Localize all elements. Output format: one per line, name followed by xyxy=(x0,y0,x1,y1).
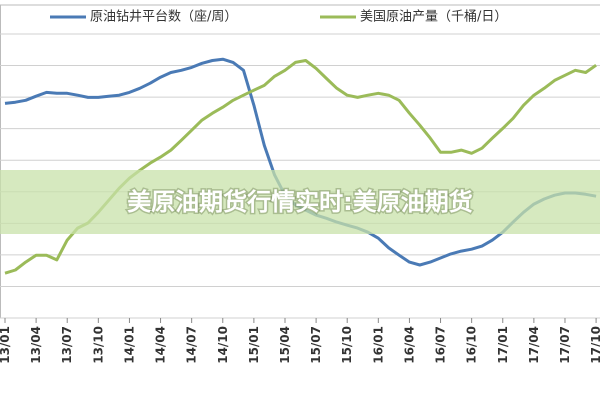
x-tick-label: 15/01 xyxy=(247,326,261,364)
x-tick-label: 17/07 xyxy=(558,326,572,364)
x-tick-label: 17/04 xyxy=(527,326,541,364)
x-tick-label: 14/10 xyxy=(216,326,230,364)
x-tick-label: 17/10 xyxy=(589,326,600,364)
x-tick-label: 14/01 xyxy=(122,326,136,364)
x-tick-label: 14/07 xyxy=(185,326,199,364)
plot-frame xyxy=(0,4,600,319)
x-tick-label: 16/10 xyxy=(465,326,479,364)
x-tick-label: 13/07 xyxy=(60,326,74,364)
series-line xyxy=(4,57,597,267)
x-tick-label: 15/10 xyxy=(340,326,354,364)
x-tick-label: 16/01 xyxy=(371,326,385,364)
x-tick-label: 16/07 xyxy=(434,326,448,364)
x-tick-label: 15/07 xyxy=(309,326,323,364)
x-tick-label: 13/10 xyxy=(91,326,105,364)
legend-label: 美国原油产量（千桶/日） xyxy=(360,10,507,25)
x-tick-label: 16/04 xyxy=(402,326,416,364)
x-tick-label: 13/01 xyxy=(0,326,12,364)
series-line xyxy=(4,59,597,275)
x-tick-label: 13/04 xyxy=(29,326,43,364)
banner-text: 美原油期货行情实时:美原油期货 xyxy=(127,188,473,216)
x-tick-label: 15/04 xyxy=(278,326,292,364)
banner-band xyxy=(0,170,600,234)
x-tick-label: 14/04 xyxy=(154,326,168,364)
legend-label: 原油钻井平台数（座/周） xyxy=(90,10,237,25)
x-tick-label: 17/01 xyxy=(496,326,510,364)
